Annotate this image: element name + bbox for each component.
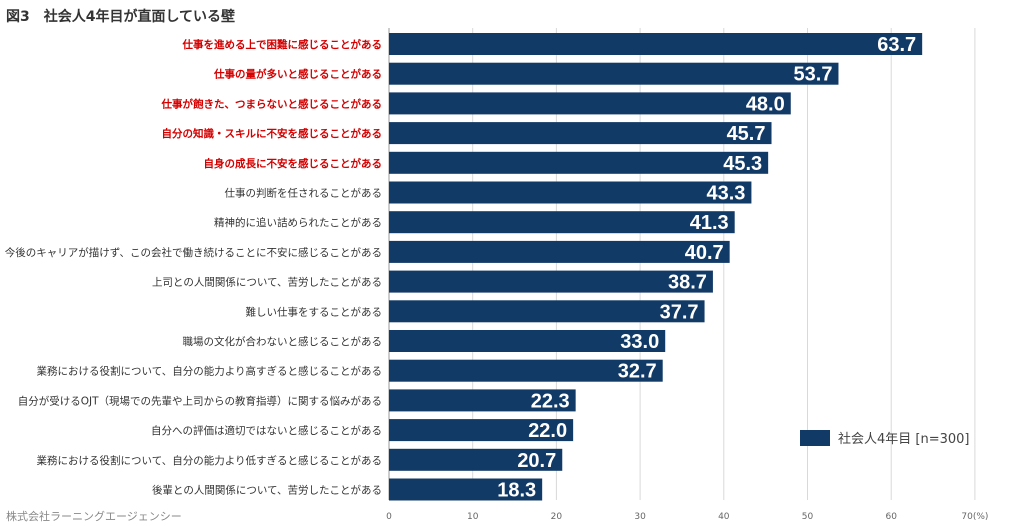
value-label: 53.7 <box>794 64 833 86</box>
value-label: 45.3 <box>723 153 762 175</box>
value-label: 38.7 <box>668 272 707 294</box>
bar <box>389 330 666 352</box>
bar <box>389 181 752 204</box>
legend-swatch <box>800 429 830 446</box>
value-label: 63.7 <box>877 34 916 56</box>
category-label: 自分への評価は適切ではないと感じることがある <box>151 424 382 437</box>
value-label: 48.0 <box>746 93 785 115</box>
category-label: 業務における役割について、自分の能力より低すぎると感じることがある <box>37 454 382 467</box>
legend-label: 社会人4年目 [n=300] <box>838 432 970 447</box>
bar <box>389 300 705 323</box>
value-label: 20.7 <box>517 450 556 472</box>
category-label: 上司との人間関係について、苦労したことがある <box>152 276 382 289</box>
legend: 社会人4年目 [n=300] <box>800 428 970 447</box>
bar <box>389 389 576 412</box>
category-label: 自分の知識・スキルに不安を感じることがある <box>162 127 383 140</box>
bar <box>389 62 839 85</box>
category-label: 難しい仕事をすることがある <box>246 305 383 318</box>
bar <box>389 122 772 145</box>
category-label: 仕事が飽きた、つまらないと感じることがある <box>161 97 383 110</box>
x-tick-label: 50 <box>802 512 814 522</box>
category-label: 業務における役割について、自分の能力より高すぎると感じることがある <box>37 365 382 378</box>
bar <box>389 211 735 234</box>
value-label: 45.7 <box>727 123 766 145</box>
x-tick-label: 70(%) <box>961 512 988 522</box>
category-label: 仕事の量が多いと感じることがある <box>213 68 382 81</box>
category-label: 後輩との人間関係について、苦労したことがある <box>152 484 382 497</box>
value-label: 18.3 <box>497 480 536 502</box>
x-tick-label: 30 <box>634 512 646 522</box>
x-tick-label: 60 <box>885 512 897 522</box>
category-label: 仕事の判断を任されることがある <box>225 187 383 200</box>
bar <box>389 419 574 442</box>
x-tick-label: 20 <box>551 512 563 522</box>
category-label: 今後のキャリアが描けず、この会社で働き続けることに不安に感じることがある <box>5 246 382 259</box>
category-label: 自身の成長に不安を感じることがある <box>204 157 383 170</box>
chart-title: 図3 社会人4年目が直面している壁 <box>6 9 236 25</box>
bar <box>389 240 730 263</box>
bar <box>389 92 791 115</box>
value-label: 41.3 <box>690 212 729 234</box>
category-label: 自分が受けるOJT（現場での先輩や上司からの教育指導）に関する悩みがある <box>18 394 382 407</box>
bar <box>389 478 543 501</box>
value-label: 40.7 <box>685 242 724 264</box>
bar <box>389 359 663 382</box>
value-label: 32.7 <box>618 361 657 383</box>
value-label: 43.3 <box>706 183 745 205</box>
category-label: 仕事を進める上で困難に感じることがある <box>182 38 383 51</box>
value-label: 37.7 <box>660 301 699 323</box>
value-label: 33.0 <box>620 331 659 353</box>
category-label: 職場の文化が合わないと感じることがある <box>183 335 383 348</box>
value-label: 22.3 <box>531 390 570 412</box>
bar <box>389 151 769 174</box>
x-tick-label: 40 <box>718 512 730 522</box>
category-label: 精神的に追い詰められたことがある <box>214 216 382 229</box>
value-label: 22.0 <box>528 420 567 442</box>
x-tick-label: 10 <box>467 512 479 522</box>
bar <box>389 448 563 471</box>
source-credit: 株式会社ラーニングエージェンシー <box>6 510 182 523</box>
x-tick-label: 0 <box>386 512 392 522</box>
bar <box>389 270 713 293</box>
bar <box>389 33 923 55</box>
